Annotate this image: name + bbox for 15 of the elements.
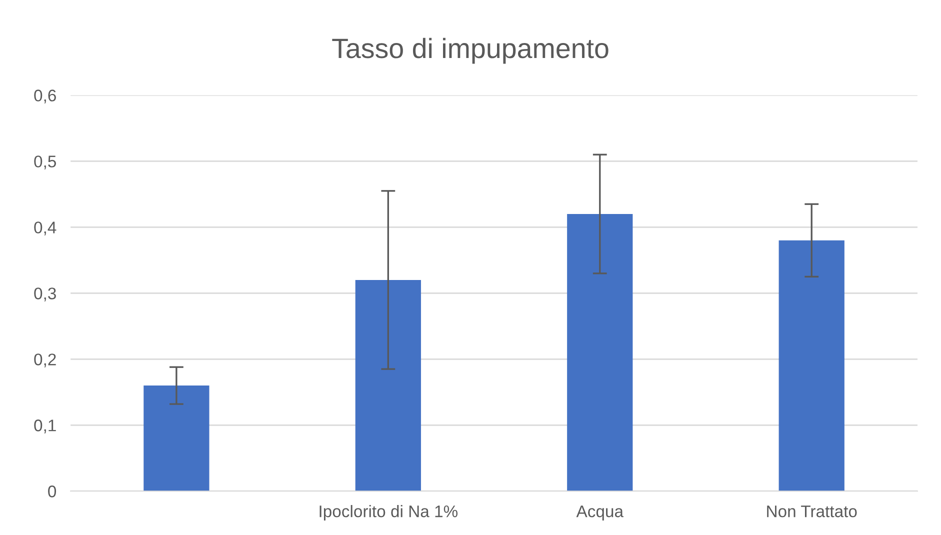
y-tick-label: 0,4 <box>34 222 56 236</box>
y-tick-label: 0,2 <box>34 354 56 368</box>
bar <box>778 240 844 492</box>
y-tick-label: 0,6 <box>34 90 56 104</box>
x-tick-label: Ipoclorito di Na 1% <box>320 505 458 521</box>
x-tick-label: Non Trattato <box>767 506 857 518</box>
x-tick-label: Acqua <box>576 506 624 521</box>
y-tick-label: 0,1 <box>34 420 56 434</box>
chart-title: Tasso di impupamento <box>332 38 608 64</box>
y-tick-label: 0 <box>48 486 56 498</box>
y-tick-label: 0,3 <box>34 288 56 302</box>
y-tick-label: 0,5 <box>34 156 56 170</box>
bar <box>144 386 210 492</box>
bar <box>355 280 421 492</box>
bar <box>567 214 633 492</box>
